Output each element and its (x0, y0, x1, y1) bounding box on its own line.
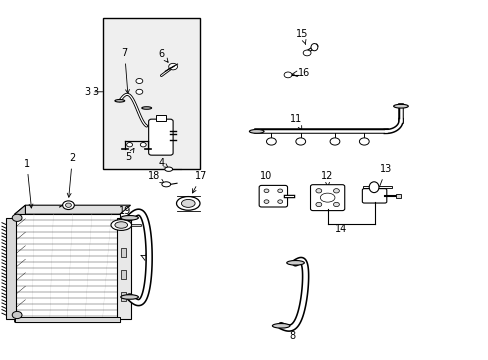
Text: 13: 13 (377, 164, 392, 191)
Circle shape (277, 189, 282, 193)
Ellipse shape (176, 197, 200, 210)
FancyBboxPatch shape (310, 185, 344, 211)
Ellipse shape (121, 216, 138, 220)
Text: 3: 3 (84, 87, 90, 97)
Circle shape (12, 214, 22, 221)
Circle shape (264, 200, 268, 203)
FancyBboxPatch shape (362, 189, 386, 203)
Text: 10: 10 (260, 171, 272, 192)
Bar (121, 248, 126, 257)
Ellipse shape (164, 167, 172, 171)
FancyBboxPatch shape (148, 119, 173, 155)
Text: 1: 1 (24, 159, 33, 208)
Text: 9: 9 (144, 252, 151, 262)
Text: 17: 17 (192, 171, 207, 193)
Circle shape (140, 143, 146, 147)
Circle shape (315, 202, 321, 207)
Ellipse shape (272, 324, 289, 328)
Circle shape (126, 143, 132, 147)
Ellipse shape (393, 104, 407, 108)
Ellipse shape (142, 107, 151, 109)
Ellipse shape (310, 44, 317, 51)
Bar (121, 270, 126, 279)
Ellipse shape (121, 295, 138, 299)
Circle shape (359, 138, 368, 145)
Ellipse shape (286, 261, 304, 265)
Bar (102, 18, 200, 169)
Circle shape (329, 138, 339, 145)
Ellipse shape (368, 182, 378, 193)
Polygon shape (15, 205, 25, 322)
Bar (155, 115, 166, 121)
Circle shape (136, 78, 142, 84)
Text: 7: 7 (122, 48, 129, 94)
Circle shape (264, 189, 268, 193)
Text: 3: 3 (92, 87, 98, 97)
Text: 6: 6 (158, 49, 168, 62)
Text: 15: 15 (295, 29, 308, 45)
Circle shape (303, 50, 310, 56)
Circle shape (333, 189, 339, 193)
Circle shape (168, 63, 177, 70)
Circle shape (284, 72, 291, 78)
Text: 19: 19 (118, 206, 131, 223)
Bar (15, 214, 120, 322)
Circle shape (277, 200, 282, 203)
Bar (121, 292, 126, 301)
Ellipse shape (115, 100, 124, 102)
Polygon shape (15, 205, 130, 214)
FancyBboxPatch shape (259, 185, 287, 207)
Ellipse shape (181, 199, 195, 207)
Text: 5: 5 (125, 148, 134, 162)
Text: 11: 11 (289, 114, 302, 130)
Text: 16: 16 (298, 68, 310, 78)
Bar (395, 194, 400, 198)
Circle shape (295, 138, 305, 145)
Circle shape (136, 89, 142, 94)
Circle shape (65, 203, 71, 207)
Circle shape (266, 138, 276, 145)
Text: 2: 2 (67, 153, 75, 197)
Ellipse shape (111, 220, 131, 230)
Text: 12: 12 (321, 171, 333, 187)
Text: 8: 8 (287, 325, 295, 341)
Circle shape (333, 202, 339, 207)
Ellipse shape (162, 182, 170, 187)
Circle shape (62, 201, 74, 210)
Circle shape (315, 189, 321, 193)
Ellipse shape (115, 222, 127, 228)
Text: 14: 14 (334, 224, 347, 234)
Bar (117, 218, 131, 319)
Bar (15, 317, 120, 322)
Ellipse shape (249, 130, 264, 133)
Text: 18: 18 (147, 171, 163, 183)
Text: 4: 4 (158, 158, 167, 168)
Circle shape (12, 311, 22, 319)
Bar (6, 218, 16, 319)
